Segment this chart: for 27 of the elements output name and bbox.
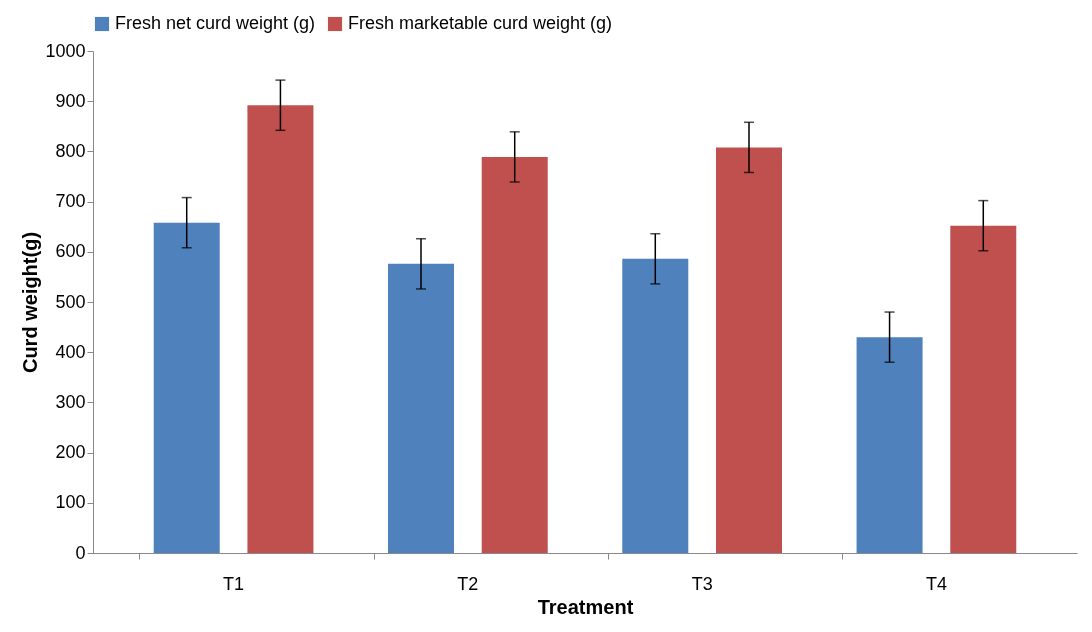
bar	[481, 156, 548, 553]
y-tick-label: 900	[55, 90, 86, 111]
y-tick-label: 200	[55, 442, 86, 463]
bar	[950, 225, 1017, 553]
x-axis-title: Treatment	[537, 595, 634, 618]
bar	[153, 222, 220, 553]
y-tick-label: 400	[55, 341, 86, 362]
x-tick-label: T3	[691, 573, 713, 594]
bar	[622, 258, 689, 553]
bar	[856, 337, 923, 553]
bar	[716, 147, 782, 553]
y-tick-label: 100	[55, 492, 86, 513]
y-tick-label: 600	[55, 241, 86, 262]
x-tick-label: T2	[457, 573, 479, 594]
legend-label: Fresh net curd weight (g)	[115, 13, 316, 33]
x-tick-label: T1	[223, 573, 245, 594]
x-tick-label: T4	[925, 573, 947, 594]
y-tick-label: 500	[55, 291, 86, 312]
bar	[247, 105, 314, 553]
legend-label: Fresh marketable curd weight (g)	[348, 13, 613, 33]
y-tick-label: 1000	[45, 40, 86, 61]
y-tick-label: 700	[55, 191, 86, 212]
y-tick-label: 300	[55, 391, 86, 412]
bar	[388, 263, 454, 553]
y-axis-title: Curd weight(g)	[19, 231, 42, 374]
y-tick-label: 800	[55, 140, 86, 161]
y-tick-label: 0	[75, 542, 86, 563]
